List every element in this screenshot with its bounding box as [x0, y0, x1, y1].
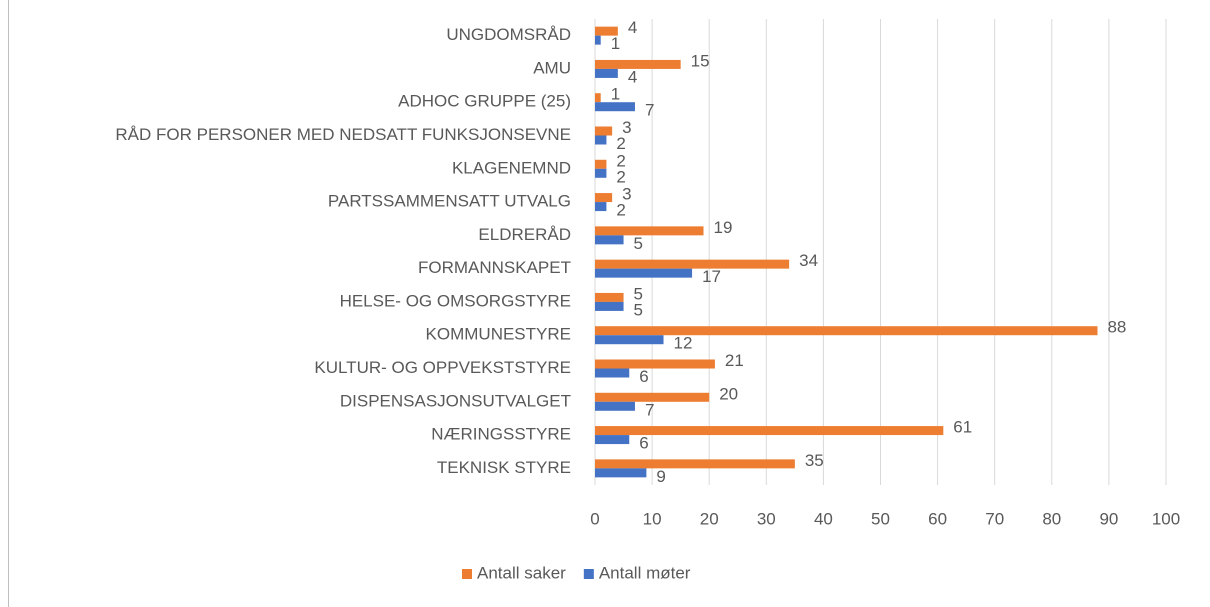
bar [595, 168, 607, 178]
bar [595, 102, 635, 112]
legend-label: Antall møter [599, 563, 691, 582]
data-label: 21 [725, 351, 744, 370]
data-label: 2 [616, 167, 625, 186]
data-label: 35 [805, 451, 824, 470]
y-tick-label: ELDRERÅD [478, 225, 571, 244]
bar [595, 93, 601, 103]
data-label: 7 [645, 101, 654, 120]
y-tick-label: AMU [533, 58, 571, 77]
bar [595, 68, 618, 78]
data-label: 2 [616, 201, 625, 220]
x-tick-label: 60 [928, 509, 947, 528]
data-label: 2 [616, 151, 625, 170]
y-tick-label: KULTUR- OG OPPVEKSTSTYRE [314, 358, 571, 377]
legend-label: Antall saker [477, 563, 566, 582]
bar [595, 359, 715, 369]
bar [595, 59, 681, 69]
bar [595, 326, 1098, 336]
bar [595, 126, 613, 136]
x-tick-label: 0 [590, 509, 599, 528]
bar [595, 135, 607, 145]
x-tick-label: 10 [643, 509, 662, 528]
data-label: 5 [634, 300, 643, 319]
data-label: 1 [611, 85, 620, 104]
y-tick-label: HELSE- OG OMSORGSTYRE [340, 291, 571, 310]
x-tick-label: 20 [700, 509, 719, 528]
bar [595, 435, 630, 445]
data-label: 88 [1107, 318, 1126, 337]
y-tick-label: NÆRINGSSTYRE [431, 425, 571, 444]
data-label: 3 [622, 185, 631, 204]
y-tick-label: TEKNISK STYRE [437, 458, 571, 477]
data-label: 6 [639, 367, 648, 386]
x-tick-label: 100 [1152, 509, 1180, 528]
bar [595, 468, 647, 478]
bar [595, 459, 795, 469]
y-tick-label: UNGDOMSRÅD [446, 25, 571, 44]
y-tick-label: DISPENSASJONSUTVALGET [340, 391, 571, 410]
bar [595, 368, 630, 378]
x-tick-label: 70 [985, 509, 1004, 528]
data-label: 12 [674, 334, 693, 353]
data-label: 61 [953, 418, 972, 437]
y-tick-label: KLAGENEMND [452, 158, 571, 177]
data-label: 2 [616, 134, 625, 153]
legend-swatch [583, 569, 594, 579]
x-tick-label: 40 [814, 509, 833, 528]
data-label: 3 [622, 118, 631, 137]
bar [595, 159, 607, 169]
bar [595, 193, 613, 203]
bar [595, 202, 607, 212]
data-label: 6 [639, 434, 648, 453]
x-tick-label: 90 [1099, 509, 1118, 528]
data-label: 4 [628, 67, 637, 86]
bar [595, 259, 790, 269]
y-tick-label: ADHOC GRUPPE (25) [398, 92, 571, 111]
data-label: 5 [634, 234, 643, 253]
bar [595, 301, 624, 311]
legend-swatch [462, 569, 472, 579]
x-tick-label: 30 [757, 509, 776, 528]
bar [595, 401, 635, 411]
data-label: 17 [702, 267, 721, 286]
data-label: 34 [799, 251, 818, 270]
data-label: 20 [719, 384, 738, 403]
y-tick-label: FORMANNSKAPET [418, 258, 571, 277]
data-label: 1 [611, 34, 620, 53]
bar [595, 426, 944, 436]
bar [595, 235, 624, 245]
x-tick-label: 50 [871, 509, 890, 528]
bar [595, 26, 618, 36]
x-tick-label: 80 [1042, 509, 1061, 528]
bar [595, 35, 601, 45]
data-label: 4 [628, 18, 637, 37]
y-tick-label: PARTSSAMMENSATT UTVALG [328, 192, 571, 211]
data-label: 15 [691, 51, 710, 70]
y-tick-label: KOMMUNESTYRE [426, 325, 571, 344]
bar [595, 292, 624, 302]
bar [595, 392, 710, 402]
bar [595, 335, 664, 345]
data-label: 9 [656, 467, 665, 486]
bar [595, 226, 704, 236]
data-label: 7 [645, 400, 654, 419]
bar [595, 268, 693, 278]
data-label: 19 [713, 218, 732, 237]
data-label: 5 [634, 284, 643, 303]
y-tick-label: RÅD FOR PERSONER MED NEDSATT FUNKSJONSEV… [115, 125, 571, 144]
